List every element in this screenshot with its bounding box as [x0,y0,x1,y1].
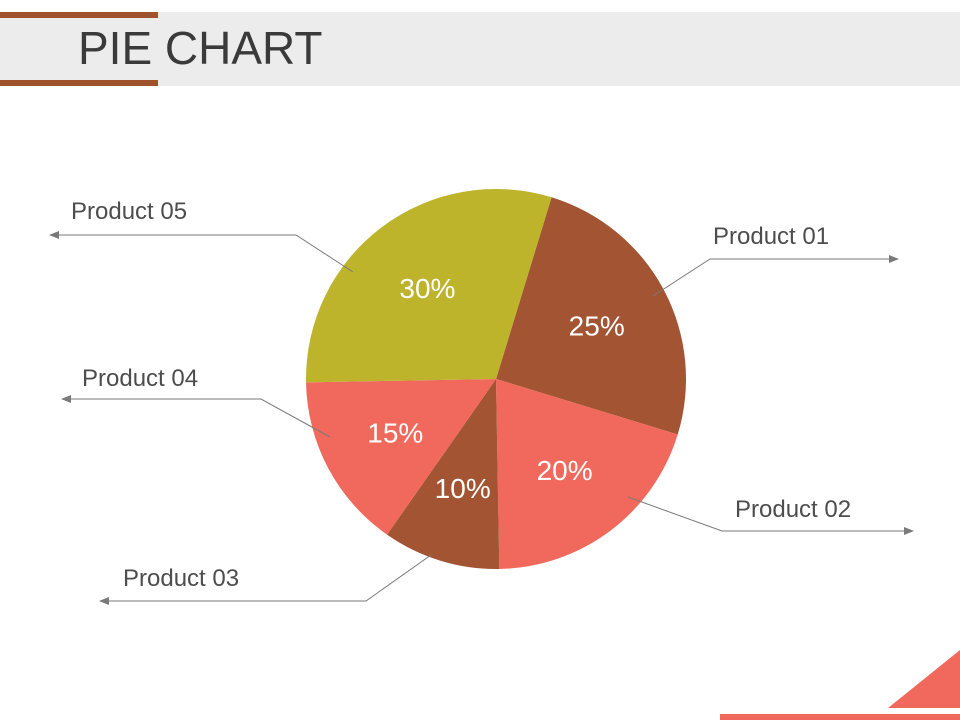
pie-slice-product-03 [387,379,500,569]
title-bar [0,12,960,86]
callout-leader-line [99,554,432,605]
corner-triangle-shape [888,650,960,708]
pie-slice-product-02 [496,379,678,569]
callout-category-label: Product 01 [713,223,829,250]
title-accent-top [0,12,158,18]
slice-percent-label: 30% [399,273,455,304]
callout-leader-line [61,395,331,438]
pie-slice-product-04 [306,379,496,535]
pie-slice-product-01 [496,197,687,435]
slice-percent-label: 20% [537,455,593,486]
slice-percent-label: 15% [367,418,423,449]
callout-category-label: Product 05 [71,198,187,225]
callout-category-label: Product 03 [123,565,239,592]
callout-leader-line [49,231,354,273]
corner-bar [720,714,960,720]
callout-category-label: Product 02 [735,496,851,523]
callout-leader-line [627,496,914,535]
pie-slice-product-05 [306,188,552,383]
callout-category-label: Product 04 [82,365,198,392]
slice-percent-label: 25% [569,311,625,342]
slice-percent-label: 10% [435,473,491,504]
corner-accent [720,650,960,720]
title-accent-bottom [0,80,158,86]
page-title: PIE CHART [78,22,323,74]
callout-leader-line [652,255,899,297]
